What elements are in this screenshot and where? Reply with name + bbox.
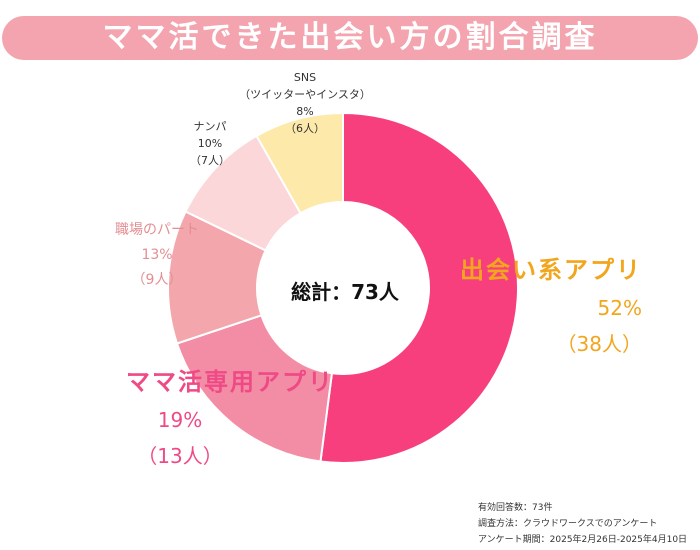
footer-method: 調査方法：クラウドワークスでのアンケート bbox=[478, 519, 658, 529]
footer-period: アンケート期間：2025年2月26日-2025年4月10日 bbox=[478, 535, 688, 545]
label-dating-app-percent: 52% bbox=[597, 296, 642, 320]
label-sns-percent: 8% bbox=[296, 105, 314, 118]
label-dating-app-name: 出会い系アプリ bbox=[460, 256, 642, 284]
label-sns: SNS （ツイッターやインスタ） 8% （6人） bbox=[220, 69, 390, 137]
label-nanpa-name: ナンパ bbox=[193, 120, 227, 133]
label-mamakatsu-app: ママ活専用アプリ 19% （13人） bbox=[110, 362, 350, 474]
label-sns-name: SNS bbox=[293, 71, 317, 84]
total-label: 総計：73人 bbox=[291, 280, 399, 304]
label-nanpa-percent: 10% bbox=[197, 137, 223, 150]
slice-dating-app bbox=[319, 111, 519, 464]
label-mamakatsu-app-percent: 19% bbox=[157, 408, 203, 432]
label-dating-app-count: （38人） bbox=[556, 332, 642, 356]
slice-mamakatsu-app bbox=[175, 314, 334, 463]
label-workplace-percent: 13% bbox=[141, 247, 173, 263]
chart-title: ママ活できた出会い方の割合調査 bbox=[102, 20, 598, 55]
survey-footer: 有効回答数：73件 調査方法：クラウドワークスでのアンケート アンケート期間：2… bbox=[478, 500, 687, 548]
label-workplace-name: 職場のパート bbox=[115, 222, 199, 238]
label-sns-count: （6人） bbox=[285, 122, 325, 135]
label-workplace: 職場のパート 13% （9人） bbox=[92, 218, 222, 293]
label-mamakatsu-app-name: ママ活専用アプリ bbox=[126, 368, 334, 396]
label-nanpa: ナンパ 10% （7人） bbox=[180, 118, 240, 169]
footer-responses: 有効回答数：73件 bbox=[478, 503, 553, 513]
label-workplace-count: （9人） bbox=[131, 272, 183, 288]
label-sns-sub: （ツイッターやインスタ） bbox=[239, 88, 371, 101]
label-mamakatsu-app-count: （13人） bbox=[137, 444, 223, 468]
slice-sns bbox=[255, 111, 344, 215]
title-banner: ママ活できた出会い方の割合調査 bbox=[2, 16, 698, 60]
label-dating-app: 出会い系アプリ 52% （38人） bbox=[420, 250, 642, 362]
label-nanpa-count: （7人） bbox=[190, 154, 230, 167]
